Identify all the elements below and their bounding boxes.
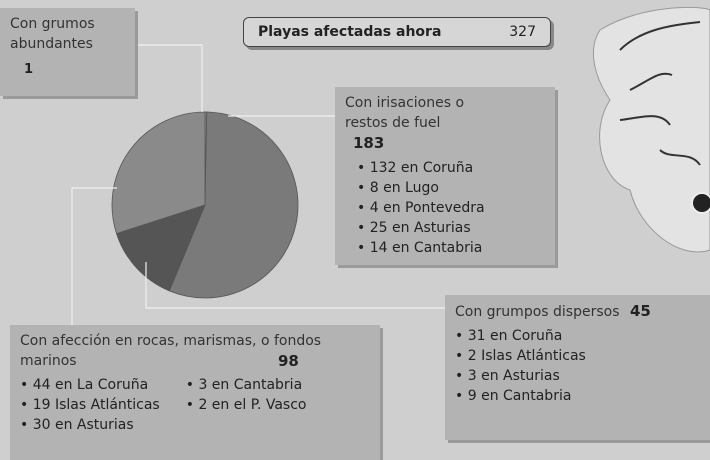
map-coast [619,21,701,166]
label-box: Con grumpos dispersos 45 31 en Coruña2 I… [445,295,710,440]
pie-slice [168,111,299,299]
title: Playas afectadas ahora [258,24,442,40]
detail-item: 132 en Coruña [357,158,545,178]
value-label: 98 [278,352,299,370]
detail-list: 31 en Coruña2 Islas Atlánticas3 en Astur… [455,326,700,406]
title-box: Playas afectadas ahora 327 [243,17,551,47]
detail-item: 14 en Cantabria [357,238,545,258]
detail-item: 31 en Coruña [455,326,700,346]
detail-item: 4 en Pontevedra [357,198,545,218]
total: 327 [509,24,536,40]
detail-item: 8 en Lugo [357,178,545,198]
value-label: 45 [629,302,651,320]
leader-line [145,262,460,309]
leader-line [135,44,203,112]
detail-list: 44 en La Coruña19 Islas Atlánticas30 en … [20,375,370,435]
detail-item: 44 en La Coruña [20,375,160,395]
category-label: Con afección en rocas, marismas, o fondo… [20,333,322,369]
detail-item: 9 en Cantabria [455,386,700,406]
leaders [71,44,460,325]
pie-slice [111,111,206,235]
category-label: Con grumos abundantes [10,16,95,52]
detail-item: 2 en el P. Vasco [186,395,306,415]
detail-item: 3 en Cantabria [186,375,307,395]
detail-item: 3 en Asturias [455,366,700,386]
map-marker [691,192,710,214]
label-box: Con irisaciones o restos de fuel 183 132… [335,87,555,265]
value-label: 183 [353,134,385,152]
detail-item: 19 Islas Atlánticas [20,395,160,415]
category-label: Con grumpos dispersos [455,304,620,320]
label-box: Con afección en rocas, marismas, o fondo… [10,325,380,460]
label-box: Con grumos abundantes 1 [0,8,135,96]
detail-item: 2 Islas Atlánticas [455,346,700,366]
detail-item: 30 en Asturias [20,415,160,435]
pie [111,111,299,299]
detail-item: 25 en Asturias [357,218,545,238]
value-label: 1 [24,62,34,77]
map [592,6,710,253]
category-label: Con irisaciones o restos de fuel [345,95,465,131]
leader-line [71,187,117,325]
detail-list: 132 en Coruña8 en Lugo4 en Pontevedra25 … [357,158,545,258]
